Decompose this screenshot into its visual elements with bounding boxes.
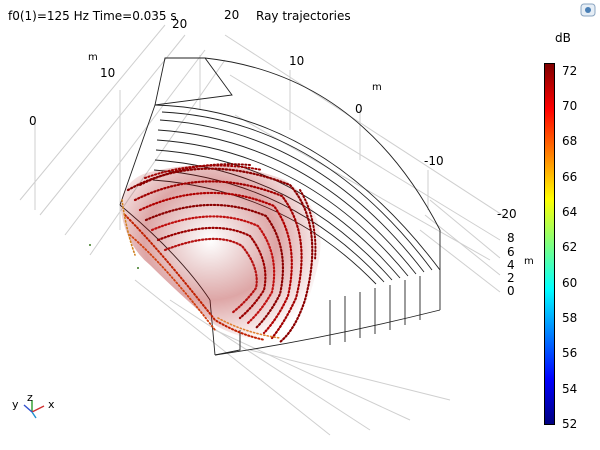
triad-z-label: z <box>27 391 33 404</box>
plot-title: Ray trajectories <box>256 9 351 23</box>
simulation-info: f0(1)=125 Hz Time=0.035 s <box>8 9 177 23</box>
colorbar-tick-label: 62 <box>562 240 578 255</box>
colorbar-tick-label: 56 <box>562 346 578 361</box>
x-tick-label: 10 <box>100 66 116 80</box>
triad-x-label: x <box>48 398 55 411</box>
colorbar-tick-label: 58 <box>562 311 578 326</box>
colorbar-tick-label: 60 <box>562 275 578 290</box>
colorbar-tick-label: 54 <box>562 381 578 396</box>
axis-grid <box>19 24 511 436</box>
colorbar-tick-label: 64 <box>562 205 578 220</box>
colorbar-tick-label: 68 <box>562 134 578 149</box>
x-tick-label: 0 <box>29 114 37 128</box>
colorbar-tick-label: 66 <box>562 169 578 184</box>
colorbar-tick-label: 70 <box>562 99 578 114</box>
z-tick-label: 6 <box>507 245 515 259</box>
y-tick-label: -20 <box>497 207 517 221</box>
colorbar-tick-label: 72 <box>562 63 578 78</box>
z-tick-label: 2 <box>507 271 515 285</box>
y-tick-label: 0 <box>355 102 363 116</box>
y-tick-label: 20 <box>224 8 240 22</box>
colorbar-tick-label: 52 <box>562 417 578 431</box>
colorbar-legend <box>544 63 555 425</box>
z-tick-label: 4 <box>507 258 515 272</box>
y-axis-unit: m <box>372 82 382 93</box>
z-tick-label: 8 <box>507 231 515 245</box>
x-axis-unit: m <box>88 52 98 63</box>
y-tick-label: -10 <box>424 154 444 168</box>
x-tick-label: 20 <box>172 17 188 31</box>
comsol-icon[interactable] <box>580 2 596 18</box>
z-tick-label: 0 <box>507 284 515 298</box>
triad-y-label: y <box>12 398 19 411</box>
colorbar-unit: dB <box>555 31 571 45</box>
axis-triad <box>23 400 45 419</box>
ray-trajectories <box>89 163 321 345</box>
y-tick-label: 10 <box>289 54 305 68</box>
z-axis-unit: m <box>524 256 534 267</box>
